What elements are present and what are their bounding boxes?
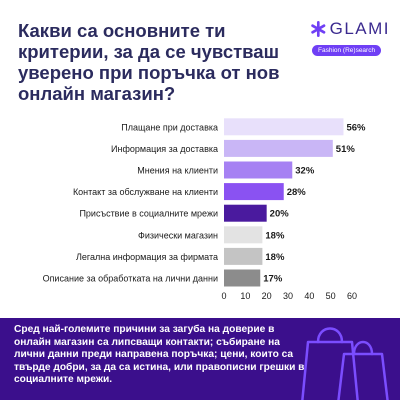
bar (224, 269, 261, 287)
value-label: 18% (265, 252, 285, 263)
x-tick-label: 10 (240, 291, 250, 301)
x-tick-label: 20 (262, 291, 272, 301)
x-tick-label: 50 (326, 291, 336, 301)
logo-tagline: Fashion (Re)search (312, 45, 382, 56)
value-label: 20% (270, 209, 290, 220)
category-label: Описание за обработката на лични данни (43, 274, 218, 284)
x-tick-label: 30 (283, 291, 293, 301)
bar (224, 204, 267, 222)
shopping-bags-icon (301, 327, 389, 400)
page-title: Какви са основните ти критерии, за да се… (18, 20, 280, 104)
value-label: 32% (295, 166, 315, 177)
category-label: Контакт за обслужване на клиенти (73, 187, 218, 197)
logo-wordmark: GLAMI (329, 19, 390, 38)
value-label: 28% (287, 187, 307, 198)
glami-logo: GLAMI Fashion (Re)search (310, 19, 390, 57)
category-label: Плащане при доставка (121, 122, 218, 132)
asterisk-logo-icon (311, 21, 326, 37)
category-label: Информация за доставка (111, 144, 218, 154)
x-tick-label: 0 (221, 291, 226, 301)
bar (224, 247, 263, 265)
bar-chart: Плащане при доставка 56% Информация за дос… (43, 118, 366, 301)
bar (224, 139, 333, 157)
x-tick-label: 60 (347, 291, 357, 301)
bar (224, 183, 284, 201)
value-label: 18% (265, 230, 285, 241)
value-label: 51% (336, 144, 356, 155)
footer-text: Сред най-големите причини за загуба на д… (14, 324, 305, 386)
category-label: Мнения на клиенти (137, 166, 218, 176)
value-label: 17% (263, 274, 283, 285)
bar (224, 226, 263, 244)
category-label: Легална информация за фирмата (76, 252, 218, 262)
bar (224, 161, 293, 179)
category-label: Физически магазин (138, 230, 218, 240)
value-label: 56% (346, 122, 366, 133)
bar (224, 118, 344, 136)
x-tick-label: 40 (304, 291, 314, 301)
category-label: Присъствие в социалните мрежи (79, 209, 218, 219)
footer-banner: Сред най-големите причини за загуба на д… (0, 318, 400, 400)
